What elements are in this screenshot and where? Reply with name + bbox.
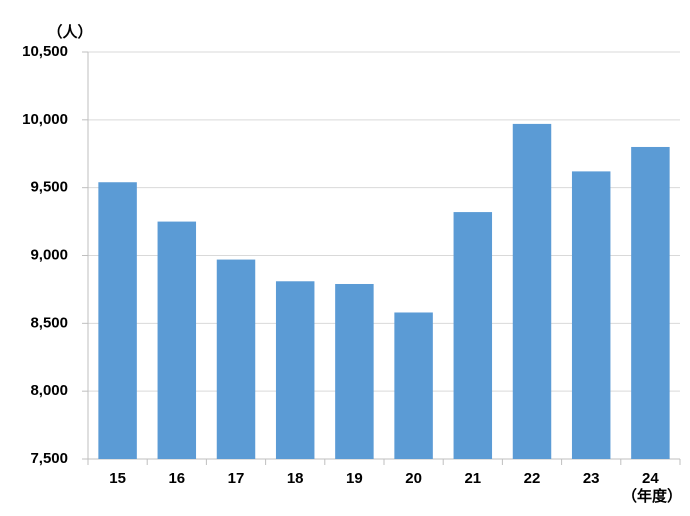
y-tick-label: 9,500 <box>30 179 68 196</box>
x-tick-label: 16 <box>168 470 185 487</box>
x-tick-label: 21 <box>464 470 481 487</box>
y-tick-label: 8,500 <box>30 314 68 331</box>
x-tick-label: 19 <box>346 470 363 487</box>
x-tick-label: 15 <box>109 470 126 487</box>
bar <box>512 123 552 460</box>
y-tick-label: 10,000 <box>22 111 68 128</box>
x-tick-label: 22 <box>524 470 541 487</box>
x-tick-label: 20 <box>405 470 422 487</box>
bar <box>394 312 433 459</box>
bar <box>571 171 611 460</box>
x-tick-label: 17 <box>228 470 245 487</box>
x-tick-label: 24 <box>642 470 659 487</box>
bar <box>631 146 670 459</box>
bar <box>157 221 197 459</box>
bar <box>335 283 374 459</box>
y-tick-label: 9,000 <box>30 246 68 263</box>
y-tick-label: 8,000 <box>30 382 68 399</box>
y-tick-label: 7,500 <box>30 450 68 467</box>
x-tick-label: 18 <box>287 470 304 487</box>
y-tick-label: 10,500 <box>22 43 68 60</box>
bar <box>453 212 493 459</box>
y-unit: （人） <box>47 23 92 41</box>
bar <box>275 281 315 459</box>
x-unit: （年度） <box>622 487 682 505</box>
bar <box>98 182 137 460</box>
x-tick-label: 23 <box>583 470 600 487</box>
bar <box>216 259 256 459</box>
